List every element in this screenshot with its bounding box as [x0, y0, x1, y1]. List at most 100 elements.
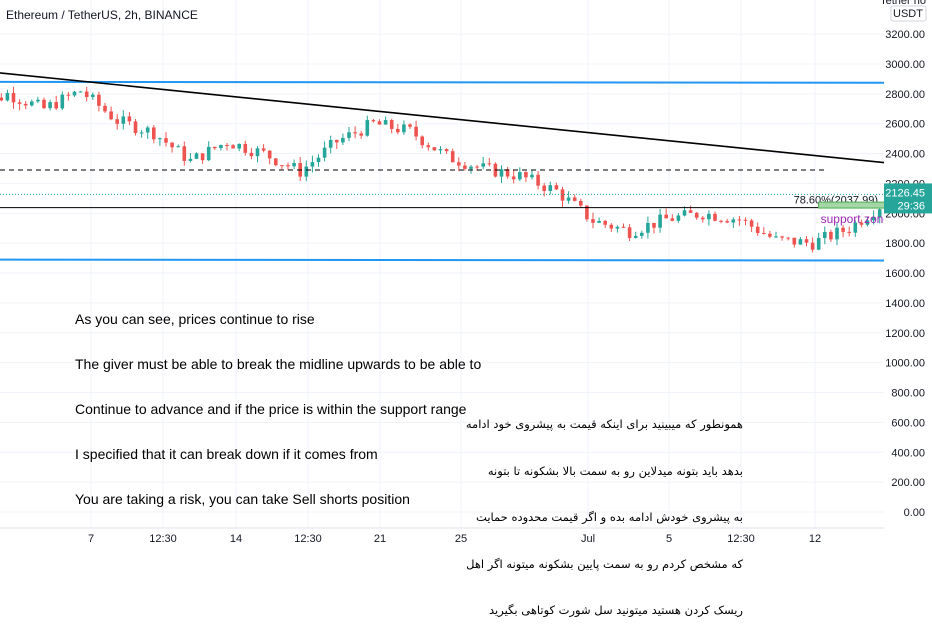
time-tick-label: 12:30 [294, 533, 322, 545]
candle-body [30, 101, 34, 106]
candle-body [36, 99, 40, 102]
support-zone-label: support zone [821, 212, 891, 226]
candle-body [743, 219, 748, 221]
time-tick-label: 5 [666, 533, 672, 545]
price-tick-label: 2600.00 [885, 119, 925, 131]
candle-body [304, 166, 309, 177]
price-axis[interactable]: 3200.003000.002800.002600.002400.002200.… [880, 0, 932, 550]
candle-body [755, 226, 760, 234]
candle-body [396, 128, 400, 133]
candle-body [0, 97, 4, 101]
candle-body [591, 219, 595, 223]
candle-body [481, 163, 485, 167]
time-tick-label: 21 [374, 533, 386, 545]
price-tick-label: 1600.00 [885, 268, 925, 280]
time-tick-label: 14 [230, 533, 242, 545]
currency-top-label: Tether no [880, 0, 926, 7]
candle-body [536, 174, 540, 186]
candle-body [255, 148, 260, 157]
candle-body [5, 93, 10, 101]
candle-body [810, 242, 815, 250]
candle-body [328, 140, 333, 148]
candle-body [585, 205, 589, 220]
candle-body [426, 145, 431, 148]
price-tick-label: 3000.00 [885, 59, 925, 71]
candle-body [457, 162, 461, 166]
candle-body [402, 124, 406, 133]
descending-trendline [0, 72, 932, 169]
price-tick-label: 1200.00 [885, 328, 925, 340]
support-zone-box [818, 201, 932, 209]
candle-body [469, 166, 473, 169]
candle-body [316, 157, 321, 163]
candle-body [518, 172, 522, 180]
candle-body [60, 94, 65, 109]
candle-body [597, 220, 601, 223]
candle-body [377, 121, 382, 125]
candle-body [121, 116, 126, 124]
price-tick-label: 2800.00 [885, 89, 925, 101]
chart-canvas[interactable]: 78.60%(2037.99)support zone 3200.00 3000.… [0, 0, 932, 550]
english-analysis-note: As you can see, prices continue to rise … [75, 282, 481, 522]
symbol-title[interactable]: Ethereum / TetherUS, 2h, BINANCE [6, 8, 198, 22]
candle-body [23, 103, 28, 106]
candle-body [322, 147, 327, 158]
candle-body [627, 227, 632, 238]
candle-body [786, 237, 790, 239]
note-line: ریسک کردن هستید میتونید سل شورت کوتاهی ب… [488, 603, 743, 617]
current-price-label: 2126.45 [885, 187, 925, 199]
price-tick-label: 1000.00 [885, 358, 925, 370]
candle-body [42, 99, 46, 109]
candle-body [487, 163, 492, 165]
candle-body [450, 151, 455, 163]
candle-body [420, 136, 424, 146]
price-tick-label: 1800.00 [885, 238, 925, 250]
candle-body [213, 146, 217, 149]
candle-body [127, 116, 132, 122]
lower-channel-line [0, 258, 932, 262]
currency-box [890, 5, 927, 22]
candle-body [871, 216, 876, 221]
candle-body [188, 158, 193, 161]
candle-body [237, 143, 241, 149]
candle-body [414, 126, 418, 137]
candle-body [176, 146, 180, 148]
price-tick-label: 400.00 [891, 447, 925, 459]
persian-analysis-note: همونطور که میبینید برای اینکه قیمت به پی… [443, 386, 743, 634]
time-tick-label: 25 [455, 533, 467, 545]
candle-body [353, 132, 357, 134]
price-tick-label: 200.00 [891, 477, 925, 489]
candle-body [408, 124, 412, 127]
note-line: بدهد باید بتونه میدلاین رو به سمت بالا ب… [487, 463, 743, 478]
candle-body [725, 221, 729, 223]
time-tick-label: 12:30 [727, 533, 755, 545]
price-tick-label: 1400.00 [885, 298, 925, 310]
candle-body [682, 210, 687, 216]
candle-body [615, 226, 620, 229]
candle-body [816, 237, 821, 250]
time-axis[interactable]: 7 12:30 14 12:30 21 25 Jul 5 12:30 12 [0, 527, 884, 545]
candle-body [231, 145, 235, 149]
candle-body [542, 185, 546, 191]
price-tick-label: 0.00 [904, 507, 925, 519]
candle-body [768, 233, 772, 237]
candle-body [292, 163, 296, 167]
candle-body [365, 120, 370, 136]
candle-body [804, 239, 809, 243]
note-line: The giver must be able to break the midl… [75, 356, 482, 372]
candles [0, 86, 931, 253]
candle-body [280, 165, 284, 167]
candle-body [78, 91, 83, 93]
candle-body [658, 214, 662, 228]
candle-body [194, 153, 199, 159]
candle-body [109, 111, 113, 120]
candle-body [865, 220, 870, 225]
candle-body [792, 237, 797, 245]
candle-body [664, 214, 668, 219]
candle-body [688, 210, 693, 213]
candle-body [780, 236, 784, 238]
candle-body [835, 227, 839, 240]
candle-body [701, 217, 705, 220]
candle-body [823, 231, 827, 238]
candle-body [103, 105, 107, 112]
